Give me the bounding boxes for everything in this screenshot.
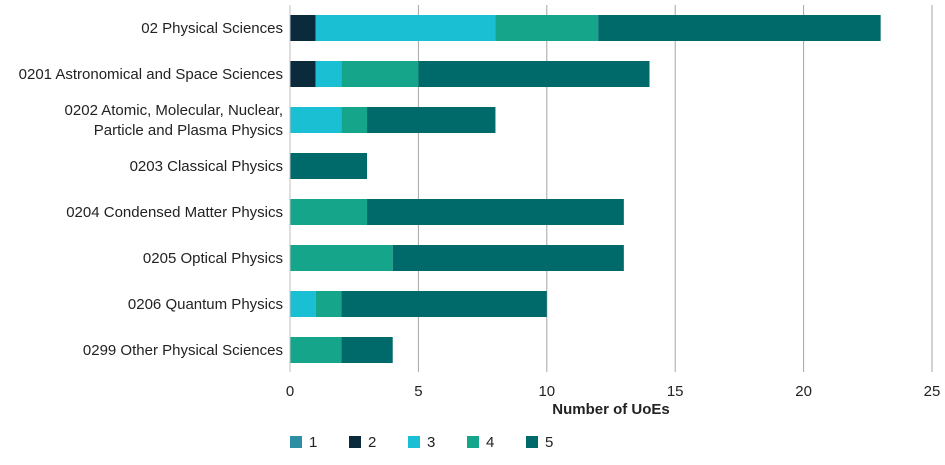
category-label: 0202 Atomic, Molecular, Nuclear, Particle… (65, 102, 283, 139)
legend-swatch (526, 436, 538, 448)
category-label: 0206 Quantum Physics (128, 296, 283, 313)
category-label: 0201 Astronomical and Space Sciences (19, 66, 283, 83)
legend-swatch (467, 436, 479, 448)
bar-segment (315, 61, 342, 87)
legend-swatch (408, 436, 420, 448)
category-label: 0299 Other Physical Sciences (83, 342, 283, 359)
x-tick-label: 0 (286, 383, 294, 400)
bar-segment (315, 15, 496, 41)
category-label: 02 Physical Sciences (141, 20, 283, 37)
x-tick-label: 10 (538, 383, 555, 400)
category-label: 0205 Optical Physics (143, 250, 283, 267)
legend-label: 1 (309, 434, 317, 451)
bar-segment (290, 291, 316, 317)
legend: 1 2 3 4 5 (290, 434, 553, 451)
bar-segment (341, 107, 368, 133)
x-tick-label: 25 (924, 383, 941, 400)
legend-swatch (290, 436, 302, 448)
bar-segment (367, 199, 624, 225)
bar-segment (598, 15, 881, 41)
bar-segment (495, 15, 599, 41)
bar-segment (367, 107, 496, 133)
bar-segment (290, 107, 342, 133)
bar-segment (290, 337, 342, 363)
x-axis-title: Number of UoEs (552, 401, 670, 418)
legend-swatch (349, 436, 361, 448)
bar-segment (315, 291, 342, 317)
bar-segment (290, 61, 316, 87)
bar-segment (341, 291, 547, 317)
category-labels: 02 Physical Sciences 0201 Astronomical an… (19, 20, 283, 359)
axes: 0 5 10 15 20 25 (286, 5, 941, 400)
bar-segment (290, 153, 368, 179)
category-label: 0203 Classical Physics (130, 158, 283, 175)
x-tick-label: 15 (667, 383, 684, 400)
category-label: 0204 Condensed Matter Physics (66, 204, 283, 221)
bar-segment (341, 337, 393, 363)
legend-label: 3 (427, 434, 435, 451)
bar-segment (418, 61, 650, 87)
bar-segment (341, 61, 419, 87)
legend-label: 5 (545, 434, 553, 451)
x-tick-label: 5 (414, 383, 422, 400)
legend-label: 2 (368, 434, 376, 451)
legend-label: 4 (486, 434, 494, 451)
bar-segment (290, 199, 368, 225)
x-tick-label: 20 (795, 383, 812, 400)
bars (290, 15, 881, 363)
bar-segment (290, 245, 393, 271)
bar-segment (290, 15, 316, 41)
bar-segment (392, 245, 624, 271)
